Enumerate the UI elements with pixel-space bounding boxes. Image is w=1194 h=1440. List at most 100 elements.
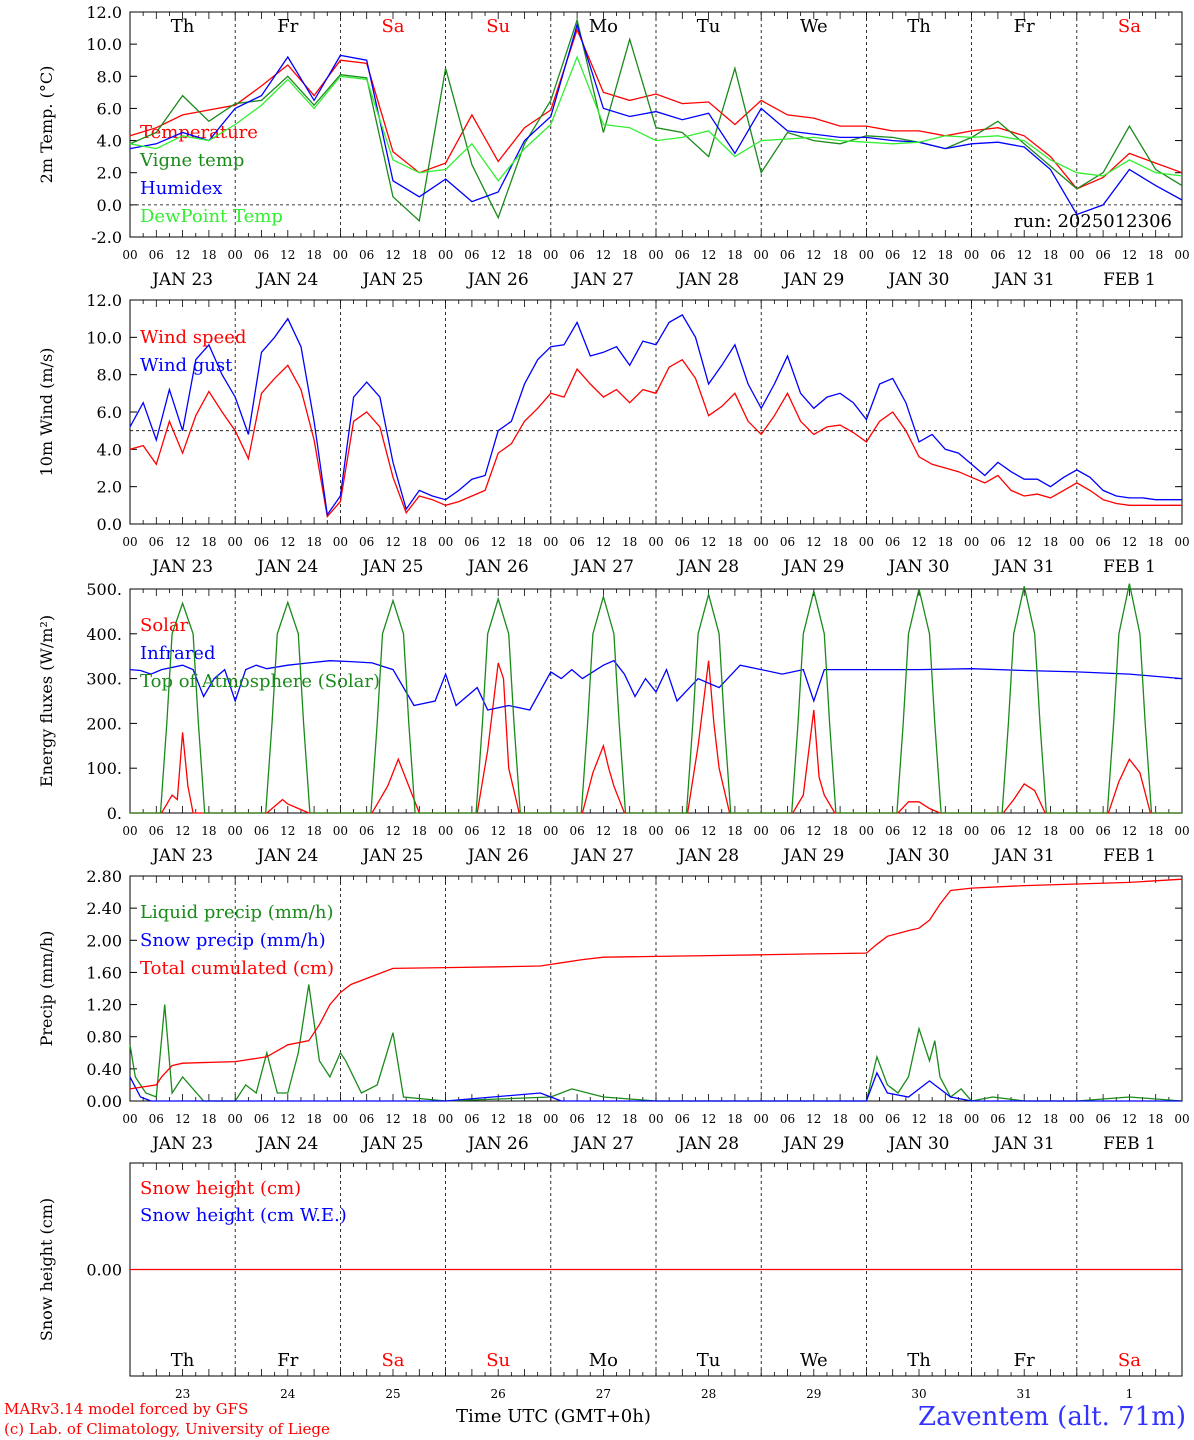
legend-entry: Liquid precip (mm/h) [140,902,334,923]
y-tick-label: 1.60 [86,963,122,982]
x-hour-label: 06 [359,535,374,549]
x-hour-label: 00 [228,248,243,262]
day-abbr-label: Tu [697,1350,721,1371]
x-date-label: JAN 23 [150,270,213,290]
x-hour-label: 18 [727,248,742,262]
x-hour-label: 06 [464,535,479,549]
x-date-label: JAN 29 [781,557,844,577]
x-hour-label: 18 [938,1112,953,1126]
x-hour-label: 06 [464,248,479,262]
y-tick-label: 2.0 [97,478,122,497]
panel-frame-2 [129,588,1183,814]
x-hour-label: 00 [964,248,979,262]
x-hour-label: 00 [1069,824,1084,838]
x-hour-label: 06 [569,824,584,838]
legend-entry: Snow height (cm W.E.) [140,1205,347,1226]
y-tick-label: 0.0 [97,515,122,534]
y-tick-label: 500. [86,580,122,599]
y-tick-label: 200. [86,714,122,733]
x-hour-label: 18 [832,1112,847,1126]
series-line-vigne-temp [129,17,1183,223]
y-tick-label: 2.80 [86,867,122,886]
panel-frame-0 [129,11,1183,238]
x-hour-label: 06 [885,248,900,262]
x-hour-label: 18 [412,1112,427,1126]
x-hour-label: 00 [754,248,769,262]
x-hour-label: 12 [175,824,190,838]
x-hour-label: 12 [701,1112,716,1126]
x-hour-label: 00 [964,824,979,838]
x-hour-label: 00 [122,535,137,549]
x-hour-label: 06 [885,824,900,838]
time-axis-label: Time UTC (GMT+0h) [456,1406,651,1427]
x-hour-label: 06 [149,824,164,838]
y-axis-label: Snow height (cm) [37,1198,56,1341]
x-hour-label: 18 [306,248,321,262]
x-date-label: JAN 24 [255,557,318,577]
x-hour-label: 18 [832,535,847,549]
x-hour-label: 06 [780,824,795,838]
day-number-label: 1 [1126,1387,1134,1401]
x-hour-label: 06 [254,824,269,838]
day-abbr-label: Fr [1014,16,1035,37]
x-hour-label: 06 [359,1112,374,1126]
x-hour-label: 12 [491,1112,506,1126]
x-hour-label: 12 [596,1112,611,1126]
x-hour-label: 12 [175,1112,190,1126]
x-hour-label: 18 [412,535,427,549]
x-hour-label: 00 [648,535,663,549]
x-hour-label: 12 [806,1112,821,1126]
x-hour-label: 06 [885,1112,900,1126]
x-hour-label: 00 [648,824,663,838]
x-hour-label: 18 [1148,535,1163,549]
day-abbr-label: Th [907,1350,931,1371]
x-hour-label: 12 [491,535,506,549]
y-axis-label: Precip (mm/h) [37,931,56,1047]
x-hour-label: 12 [385,535,400,549]
x-hour-label: 06 [464,824,479,838]
day-abbr-label: We [800,1350,828,1371]
x-hour-label: 12 [1122,535,1137,549]
day-number-label: 24 [280,1387,296,1401]
x-hour-label: 00 [543,248,558,262]
x-hour-label: 00 [754,824,769,838]
day-abbr-label: Mo [589,1350,618,1371]
x-hour-label: 00 [859,248,874,262]
x-hour-label: 18 [727,824,742,838]
x-hour-label: 06 [675,535,690,549]
legend-entry: Wind speed [140,327,246,348]
x-hour-label: 06 [990,824,1005,838]
x-hour-label: 00 [1174,535,1189,549]
day-number-label: 29 [806,1387,821,1401]
x-hour-label: 00 [438,824,453,838]
day-abbr-label: Sa [1118,1350,1141,1371]
legend-entry: Top of Atmosphere (Solar) [140,671,380,692]
day-abbr-label: We [800,16,828,37]
x-date-label: JAN 31 [992,557,1055,577]
x-hour-label: 06 [990,248,1005,262]
day-abbr-label: Th [907,16,931,37]
x-hour-label: 12 [1122,248,1137,262]
x-hour-label: 18 [1148,248,1163,262]
x-hour-label: 12 [385,824,400,838]
y-tick-label: 0.00 [86,1261,122,1280]
x-hour-label: 00 [1069,248,1084,262]
x-hour-label: 00 [964,535,979,549]
x-hour-label: 12 [385,1112,400,1126]
series-line-solar [130,660,1182,814]
x-hour-label: 12 [806,248,821,262]
x-hour-label: 12 [701,824,716,838]
x-hour-label: 12 [1122,824,1137,838]
x-hour-label: 00 [1174,824,1189,838]
x-hour-label: 00 [648,248,663,262]
x-hour-label: 06 [149,1112,164,1126]
x-hour-label: 00 [859,535,874,549]
x-date-label: FEB 1 [1103,1134,1156,1154]
x-hour-label: 12 [806,535,821,549]
day-abbr-label: Fr [277,1350,298,1371]
x-date-label: FEB 1 [1103,557,1156,577]
x-hour-label: 06 [1095,535,1110,549]
x-hour-label: 06 [569,535,584,549]
day-abbr-label: Sa [1118,16,1141,37]
